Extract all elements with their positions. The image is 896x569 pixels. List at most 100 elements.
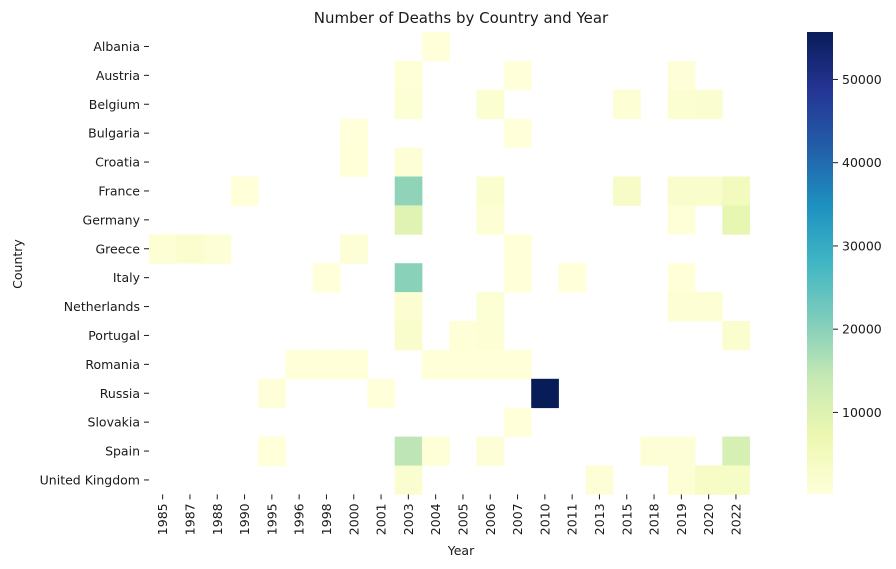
cell-greece-2000 <box>340 234 368 264</box>
cell-germany-2006 <box>476 205 505 235</box>
colorbar-tick-label-50000: 50000 <box>842 72 882 87</box>
cell-romania-2007 <box>503 349 532 380</box>
cell-italy-2003 <box>394 263 423 293</box>
cell-romania-2006 <box>476 349 505 380</box>
cell-greece-1985 <box>149 234 177 264</box>
cell-italy-1998 <box>312 263 341 293</box>
x-tick-label-2013: 2013 <box>592 503 607 535</box>
cell-spain-2019 <box>667 436 696 466</box>
colorbar-tick-label-30000: 30000 <box>842 238 882 253</box>
cell-germany-2019 <box>667 205 696 235</box>
cell-austria-2003 <box>394 60 423 91</box>
x-tick-label-1990: 1990 <box>237 503 252 535</box>
x-tick-label-2007: 2007 <box>510 503 525 535</box>
cell-germany-2003 <box>394 205 423 235</box>
cell-germany-2022 <box>722 205 750 235</box>
cell-belgium-2019 <box>667 89 696 120</box>
cell-spain-2022 <box>722 436 750 466</box>
cell-portugal-2022 <box>722 321 750 351</box>
cell-slovakia-2007 <box>503 407 532 437</box>
cell-belgium-2020 <box>695 89 723 120</box>
y-tick-label-germany: Germany <box>83 212 141 227</box>
cell-romania-2000 <box>340 349 368 380</box>
cell-spain-2018 <box>640 436 669 466</box>
colorbar-ticks: 10000 20000 30000 40000 50000 <box>833 72 882 420</box>
cell-belgium-2006 <box>476 89 505 120</box>
cell-croatia-2003 <box>394 147 423 177</box>
cell-united-kingdom-2013 <box>585 465 614 495</box>
y-tick-label-belgium: Belgium <box>89 97 140 112</box>
x-tick-label-1988: 1988 <box>210 503 225 535</box>
cell-france-2003 <box>394 176 423 206</box>
y-tick-label-croatia: Croatia <box>95 155 140 170</box>
cell-portugal-2003 <box>394 321 423 351</box>
cell-romania-1996 <box>285 349 314 380</box>
y-axis-label: Country <box>10 239 25 289</box>
cell-italy-2011 <box>558 263 587 293</box>
colorbar-tick-label-40000: 40000 <box>842 155 882 170</box>
y-tick-label-united-kingdom: United Kingdom <box>40 472 140 487</box>
x-tick-label-2020: 2020 <box>701 503 716 535</box>
y-tick-label-italy: Italy <box>113 270 141 285</box>
cell-netherlands-2020 <box>695 292 723 322</box>
y-tick-label-slovakia: Slovakia <box>88 415 140 430</box>
x-tick-label-2010: 2010 <box>537 503 552 535</box>
colorbar <box>807 32 833 494</box>
cell-greece-1988 <box>203 234 232 264</box>
cell-italy-2007 <box>503 263 532 293</box>
cell-france-2006 <box>476 176 505 206</box>
x-tick-label-2022: 2022 <box>728 503 743 535</box>
cell-austria-2019 <box>667 60 696 91</box>
cell-france-1990 <box>230 176 259 206</box>
y-tick-label-netherlands: Netherlands <box>64 299 140 314</box>
y-tick-label-austria: Austria <box>96 68 140 83</box>
cell-united-kingdom-2003 <box>394 465 423 495</box>
cell-romania-2004 <box>422 349 450 380</box>
cell-spain-2006 <box>476 436 505 466</box>
cell-belgium-2003 <box>394 89 423 120</box>
x-tick-label-2004: 2004 <box>428 503 443 535</box>
cell-portugal-2005 <box>449 321 477 351</box>
x-tick-label-1985: 1985 <box>155 503 170 535</box>
cell-netherlands-2003 <box>394 292 423 322</box>
cell-united-kingdom-2020 <box>695 465 723 495</box>
x-tick-label-2005: 2005 <box>455 503 470 535</box>
cell-united-kingdom-2022 <box>722 465 750 495</box>
cell-albania-2004 <box>422 32 450 62</box>
y-tick-label-bulgaria: Bulgaria <box>88 126 140 141</box>
y-tick-label-albania: Albania <box>93 39 140 54</box>
cell-netherlands-2019 <box>667 292 696 322</box>
cell-russia-2001 <box>367 378 396 409</box>
cell-russia-1995 <box>258 378 286 409</box>
colorbar-tick-label-10000: 10000 <box>842 405 882 420</box>
cell-france-2022 <box>722 176 750 206</box>
x-tick-label-2019: 2019 <box>674 503 689 535</box>
y-tick-labels: Albania Austria Belgium Bulgaria Croatia Fran… <box>40 39 149 487</box>
x-axis-label: Year <box>447 543 475 558</box>
cell-spain-2004 <box>422 436 450 466</box>
cell-romania-1998 <box>312 349 341 380</box>
y-tick-label-france: France <box>98 183 140 198</box>
x-tick-label-2011: 2011 <box>565 503 580 535</box>
cell-bulgaria-2007 <box>503 118 532 148</box>
x-tick-label-1995: 1995 <box>264 503 279 535</box>
x-tick-label-2003: 2003 <box>401 503 416 535</box>
x-tick-label-2000: 2000 <box>346 503 361 535</box>
x-tick-label-2006: 2006 <box>483 503 498 535</box>
x-tick-label-2015: 2015 <box>619 503 634 535</box>
cell-portugal-2006 <box>476 321 505 351</box>
cell-netherlands-2006 <box>476 292 505 322</box>
cell-bulgaria-2000 <box>340 118 368 148</box>
cell-russia-2010 <box>531 378 559 409</box>
y-tick-label-portugal: Portugal <box>88 328 140 343</box>
x-tick-label-2018: 2018 <box>647 503 662 535</box>
cell-united-kingdom-2019 <box>667 465 696 495</box>
x-tick-label-1998: 1998 <box>319 503 334 535</box>
cell-greece-2007 <box>503 234 532 264</box>
cell-france-2020 <box>695 176 723 206</box>
cell-france-2019 <box>667 176 696 206</box>
y-tick-label-spain: Spain <box>105 444 140 459</box>
cell-belgium-2015 <box>613 89 641 120</box>
y-tick-label-greece: Greece <box>96 241 141 256</box>
